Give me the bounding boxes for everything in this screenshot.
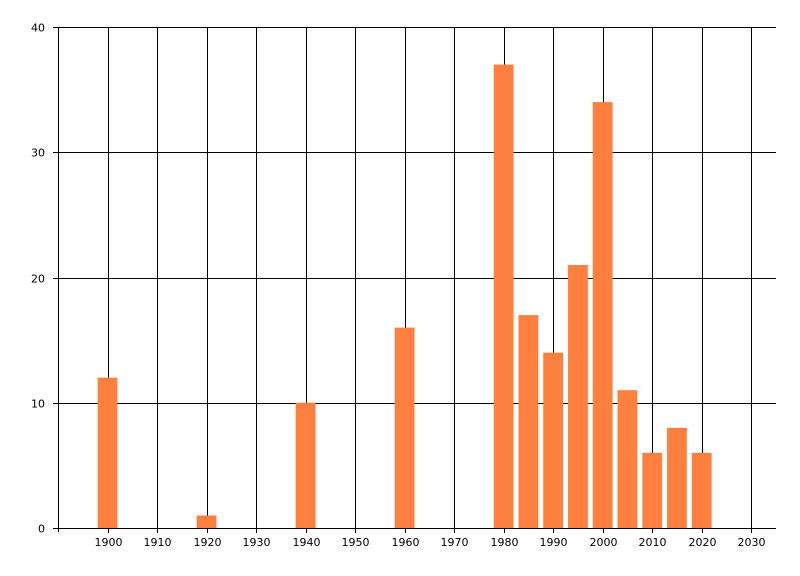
bar (568, 264, 588, 528)
y-tick-label: 40 (31, 22, 45, 35)
bar (196, 515, 217, 528)
axes (53, 27, 776, 533)
y-tick-label: 10 (31, 398, 45, 411)
bars (97, 64, 712, 529)
x-tick-label: 1910 (144, 536, 172, 549)
x-tick-label: 1930 (243, 536, 271, 549)
bar (493, 64, 514, 528)
y-tick-label: 0 (38, 523, 45, 536)
x-tick-label: 2000 (590, 536, 618, 549)
bar (691, 452, 712, 528)
x-tick-label: 1940 (293, 536, 321, 549)
x-tick-label: 1960 (392, 536, 420, 549)
x-tick-label: 1950 (342, 536, 370, 549)
bar (543, 352, 564, 528)
x-tick-label: 2010 (639, 536, 667, 549)
bar (97, 377, 118, 528)
y-tick-label: 30 (31, 147, 45, 160)
bar (617, 390, 638, 528)
x-tick-label: 2030 (738, 536, 766, 549)
bar (295, 402, 316, 528)
bar (592, 102, 613, 529)
x-tick-label: 1900 (95, 536, 123, 549)
x-tick-label: 2020 (689, 536, 717, 549)
x-tick-label: 1990 (540, 536, 568, 549)
bar (667, 427, 687, 528)
x-tick-label: 1920 (194, 536, 222, 549)
bar (518, 315, 539, 528)
bar (642, 452, 663, 528)
bar (394, 327, 415, 528)
y-tick-label: 20 (31, 273, 45, 286)
x-tick-label: 1970 (441, 536, 469, 549)
x-tick-label: 1980 (491, 536, 519, 549)
